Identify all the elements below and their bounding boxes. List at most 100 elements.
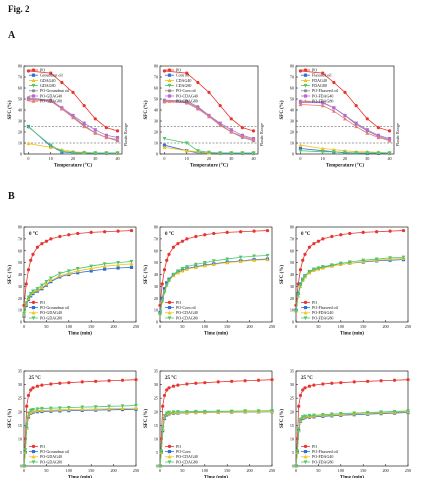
data-point bbox=[303, 386, 307, 390]
chart-2: 0 10 20 30 40 50 60 70 80 0 10 20 30 40 Temperature (°… bbox=[144, 64, 264, 169]
data-point bbox=[184, 141, 189, 145]
data-point bbox=[320, 146, 325, 151]
data-point bbox=[202, 263, 207, 268]
data-point bbox=[171, 272, 176, 277]
data-point bbox=[129, 265, 134, 269]
y-tick-label: 15 bbox=[18, 423, 22, 428]
data-point bbox=[104, 135, 109, 140]
data-point bbox=[102, 262, 107, 266]
y-tick-label: 35 bbox=[18, 369, 22, 374]
data-point bbox=[80, 380, 84, 384]
data-point bbox=[67, 233, 71, 237]
y-tick-label: 50 bbox=[154, 97, 158, 102]
series-line bbox=[300, 150, 390, 154]
data-point bbox=[211, 259, 216, 263]
y-tick-label: 0 bbox=[20, 320, 22, 325]
data-point bbox=[365, 131, 370, 135]
y-tick-label: 30 bbox=[154, 119, 158, 124]
x-tick-label: 0 bbox=[27, 156, 29, 161]
x-tick-label: 200 bbox=[246, 468, 252, 473]
data-point bbox=[300, 277, 305, 282]
data-point bbox=[312, 242, 316, 246]
data-point bbox=[49, 382, 53, 386]
x-tick-label: 30 bbox=[93, 156, 97, 161]
data-point bbox=[180, 266, 185, 271]
series-line bbox=[28, 98, 118, 138]
data-point bbox=[89, 230, 93, 234]
legend-label: PO-Flaxseed oil bbox=[312, 305, 339, 310]
series-line bbox=[159, 255, 268, 315]
x-tick-label: 150 bbox=[88, 468, 94, 473]
x-tick-label: 150 bbox=[224, 468, 230, 473]
data-point bbox=[376, 133, 381, 137]
y-tick-label: 20 bbox=[18, 130, 22, 135]
data-point bbox=[164, 283, 169, 288]
series-line bbox=[295, 256, 404, 312]
data-point bbox=[387, 151, 392, 155]
data-point bbox=[29, 388, 33, 392]
x-tick-label: 200 bbox=[110, 468, 116, 473]
data-point bbox=[225, 257, 230, 262]
data-point bbox=[44, 282, 49, 286]
data-point bbox=[22, 464, 26, 468]
data-point bbox=[165, 281, 169, 285]
data-point bbox=[239, 230, 243, 234]
data-point bbox=[303, 274, 307, 278]
legend-marker bbox=[31, 306, 36, 310]
legend-marker bbox=[167, 89, 172, 93]
legend-marker bbox=[167, 94, 172, 98]
data-point bbox=[343, 113, 347, 118]
legend-label: FDAG40 bbox=[312, 78, 327, 83]
data-point bbox=[167, 278, 171, 283]
data-point bbox=[343, 90, 347, 94]
series-line bbox=[23, 261, 132, 314]
data-point bbox=[320, 265, 325, 269]
data-point bbox=[184, 267, 189, 271]
data-point bbox=[89, 269, 93, 273]
legend-marker bbox=[31, 99, 36, 103]
y-tick-label: 10 bbox=[290, 141, 294, 146]
data-point bbox=[48, 276, 53, 281]
x-tick-label: 50 bbox=[316, 324, 320, 329]
data-point bbox=[307, 269, 312, 274]
data-point bbox=[48, 99, 53, 103]
data-point bbox=[321, 237, 325, 241]
data-point bbox=[298, 146, 303, 151]
data-point bbox=[265, 257, 270, 262]
data-point bbox=[297, 404, 301, 408]
y-tick-label: 70 bbox=[18, 236, 22, 241]
temperature-annotation: 0 °C bbox=[165, 232, 175, 237]
data-point bbox=[26, 295, 31, 300]
legend-marker bbox=[167, 99, 172, 103]
x-tick-label: 250 bbox=[405, 468, 411, 473]
data-point bbox=[218, 123, 223, 127]
panel-label-a: A bbox=[8, 30, 16, 41]
series-line bbox=[23, 230, 132, 306]
data-point bbox=[89, 264, 94, 269]
data-point bbox=[296, 293, 301, 297]
data-point bbox=[129, 259, 134, 264]
data-point bbox=[243, 409, 248, 413]
data-point bbox=[332, 80, 336, 85]
data-point bbox=[251, 137, 256, 142]
y-tick-label: 10 bbox=[18, 141, 22, 146]
legend-label: GDAG40 bbox=[40, 78, 56, 83]
y-tick-label: 25 bbox=[290, 396, 294, 401]
x-tick-label: 0 bbox=[295, 468, 297, 473]
series-line bbox=[159, 230, 268, 306]
y-tick-label: 0 bbox=[20, 152, 22, 157]
data-point bbox=[301, 388, 305, 392]
data-point bbox=[162, 143, 167, 147]
data-point bbox=[298, 102, 303, 107]
plot-frame bbox=[295, 65, 395, 155]
x-tick-label: 20 bbox=[71, 156, 75, 161]
legend-marker bbox=[31, 89, 36, 93]
series-line bbox=[300, 144, 390, 154]
legend-label: CDAG80 bbox=[176, 83, 191, 88]
series-line bbox=[28, 70, 118, 132]
y-tick-label: 40 bbox=[18, 108, 22, 113]
data-point bbox=[298, 417, 303, 422]
series-line bbox=[164, 101, 254, 141]
data-point bbox=[354, 124, 359, 129]
y-tick-label: 10 bbox=[290, 308, 294, 313]
